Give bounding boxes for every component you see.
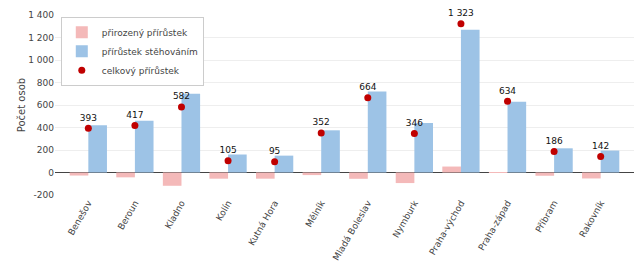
svg-text:Kolín: Kolín (214, 199, 233, 223)
svg-text:Benešov: Benešov (66, 198, 94, 237)
svg-text:1 323: 1 323 (448, 8, 474, 18)
svg-text:664: 664 (359, 82, 376, 92)
svg-text:105: 105 (219, 145, 236, 155)
svg-text:1 000: 1 000 (28, 55, 54, 65)
svg-text:200: 200 (37, 145, 54, 155)
svg-text:Rakovník: Rakovník (577, 198, 606, 239)
svg-text:400: 400 (37, 123, 54, 133)
svg-text:142: 142 (592, 141, 609, 151)
svg-text:800: 800 (37, 78, 54, 88)
svg-text:Beroun: Beroun (116, 199, 141, 232)
svg-text:634: 634 (499, 86, 516, 96)
svg-text:Praha-východ: Praha-východ (427, 199, 466, 257)
svg-text:417: 417 (126, 110, 143, 120)
svg-text:Mělník: Mělník (304, 198, 328, 229)
svg-text:Kutná Hora: Kutná Hora (246, 199, 280, 248)
svg-text:600: 600 (37, 100, 54, 110)
svg-text:Kladno: Kladno (163, 198, 187, 230)
svg-text:1 200: 1 200 (28, 33, 54, 43)
svg-text:Mladá Boleslav: Mladá Boleslav (331, 198, 374, 262)
svg-text:352: 352 (313, 117, 330, 127)
svg-text:0: 0 (48, 168, 54, 178)
svg-text:186: 186 (546, 136, 563, 146)
svg-text:582: 582 (173, 91, 190, 101)
svg-text:346: 346 (406, 118, 423, 128)
svg-text:1 400: 1 400 (28, 10, 54, 20)
svg-text:Praha-západ: Praha-západ (476, 199, 513, 253)
svg-text:Nymburk: Nymburk (391, 198, 421, 239)
svg-text:přírůstek stěhováním: přírůstek stěhováním (102, 47, 198, 57)
svg-text:Počet osob: Počet osob (16, 78, 27, 132)
svg-text:393: 393 (80, 113, 97, 123)
svg-text:-200: -200 (34, 190, 55, 200)
svg-text:přirozený přírůstek: přirozený přírůstek (102, 28, 188, 38)
svg-text:95: 95 (269, 146, 280, 156)
svg-text:Příbram: Příbram (533, 199, 559, 234)
svg-text:celkový přírůstek: celkový přírůstek (102, 66, 180, 76)
